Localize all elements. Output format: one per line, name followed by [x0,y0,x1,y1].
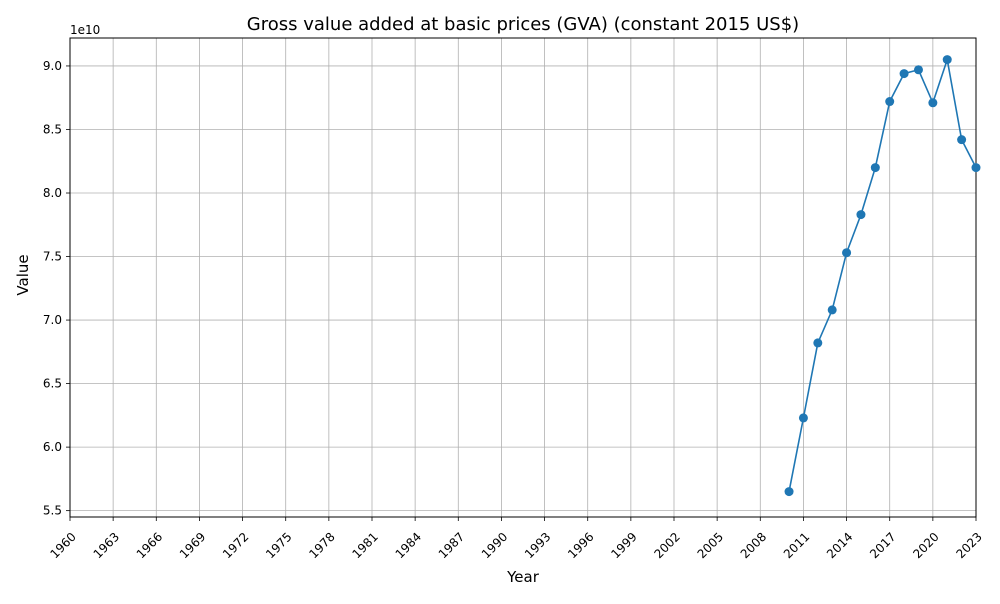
axes: 1960 1963 1966 1969 1972 1975 1978 1981 1984 1987… [43,37,985,561]
y-tick-label: 6.5 [43,377,62,391]
y-axis-label: Value [14,254,32,295]
y-tick-label: 8.5 [43,122,62,136]
data-point [928,98,938,108]
y-tick-label: 9.0 [43,59,62,73]
y-tick-label: 7.0 [43,313,62,327]
x-tick-label: 1969 [177,530,208,561]
x-tick-label: 2023 [953,530,984,561]
x-tick-label: 2011 [781,530,812,561]
y-tick-label: 7.5 [43,250,62,264]
data-point [827,305,837,315]
x-tick-label: 2014 [824,530,855,561]
data-point [870,163,880,173]
x-tick-label: 2017 [867,530,898,561]
y-tick-label: 6.0 [43,440,62,454]
x-tick-label: 1993 [522,530,553,561]
x-tick-label: 1972 [220,530,251,561]
x-axis-label: Year [506,568,540,586]
x-tick-label: 1960 [47,530,78,561]
labels: Gross value added at basic prices (GVA) … [14,14,799,586]
y-axis-offset-label: 1e10 [70,23,100,37]
data-point [798,413,808,423]
data-point [885,97,895,107]
chart-title: Gross value added at basic prices (GVA) … [247,14,799,35]
x-tick-label: 1996 [565,530,596,561]
x-tick-label: 2002 [651,530,682,561]
x-tick-label: 1978 [306,530,337,561]
x-tick-label: 2008 [738,530,769,561]
x-tick-label: 1975 [263,530,294,561]
x-tick-label: 1981 [349,530,380,561]
data-point [899,69,909,79]
data-point [913,65,923,75]
series-line [788,59,977,492]
x-tick-label: 1984 [393,530,424,561]
grid [69,38,977,517]
x-tick-label: 1966 [134,530,165,561]
x-tick-label: 1999 [608,530,639,561]
series-layer [784,55,981,497]
data-point [856,210,866,220]
x-tick-label: 2020 [910,530,941,561]
x-tick-label: 1963 [91,530,122,561]
data-point [942,55,952,65]
y-tick-label: 5.5 [43,504,62,518]
x-tick-label: 2005 [695,530,726,561]
plot-frame [69,37,977,518]
y-tick-label: 8.0 [43,186,62,200]
data-point [813,338,823,348]
data-point [842,248,852,258]
data-point [957,135,967,145]
data-point [784,487,794,497]
x-tick-label: 1987 [436,530,467,561]
data-point [971,163,981,173]
x-tick-label: 1990 [479,530,510,561]
